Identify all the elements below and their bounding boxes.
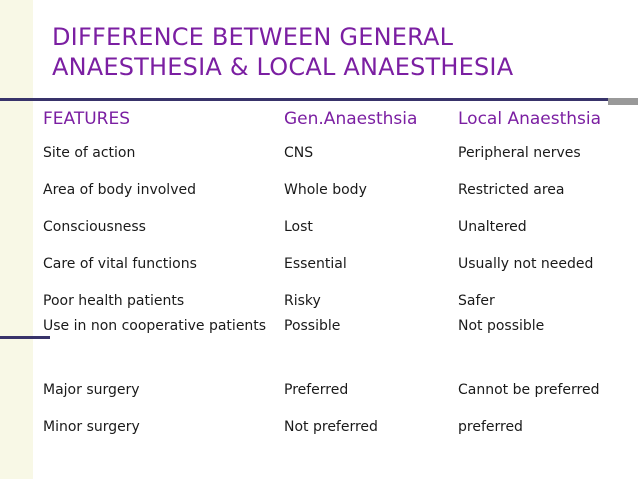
- general-cell: Not preferred: [284, 419, 378, 435]
- table-row: Major surgery Preferred Cannot be prefer…: [43, 371, 638, 408]
- comparison-table: FEATURES Gen.Anaesthsia Local Anaesthsia…: [43, 108, 638, 445]
- table-row: Care of vital functions Essential Usuall…: [43, 245, 638, 282]
- header-general-anaesthesia: Gen.Anaesthsia: [284, 109, 418, 129]
- local-cell: Restricted area: [458, 182, 565, 198]
- local-cell: Usually not needed: [458, 256, 594, 272]
- feature-cell: Site of action: [43, 145, 136, 161]
- title-line-2: ANAESTHESIA & LOCAL ANAESTHESIA: [52, 53, 514, 81]
- general-cell: Lost: [284, 219, 313, 235]
- general-cell: Preferred: [284, 382, 349, 398]
- general-cell: Risky: [284, 293, 321, 309]
- table-row: Area of body involved Whole body Restric…: [43, 171, 638, 208]
- feature-cell: Major surgery: [43, 382, 140, 398]
- header-local-anaesthesia: Local Anaesthsia: [458, 109, 602, 129]
- feature-cell: Poor health patients: [43, 293, 185, 309]
- table-row: Site of action CNS Peripheral nerves: [43, 134, 638, 171]
- local-cell: Cannot be preferred: [458, 382, 600, 398]
- general-cell: Possible: [284, 318, 341, 334]
- local-cell: preferred: [458, 419, 523, 435]
- local-cell: Unaltered: [458, 219, 527, 235]
- feature-cell: Area of body involved: [43, 182, 196, 198]
- table-row: Consciousness Lost Unaltered: [43, 208, 638, 245]
- feature-cell: Care of vital functions: [43, 256, 197, 272]
- slide-title: DIFFERENCE BETWEEN GENERAL ANAESTHESIA &…: [52, 22, 612, 82]
- general-cell: CNS: [284, 145, 314, 161]
- general-cell: Essential: [284, 256, 347, 272]
- table-row: Poor health patients Risky Safer: [43, 282, 638, 319]
- side-divider-line: [0, 336, 50, 339]
- local-cell: Safer: [458, 293, 495, 309]
- general-cell: Whole body: [284, 182, 367, 198]
- left-accent-strip: [0, 0, 33, 479]
- feature-cell: Minor surgery: [43, 419, 140, 435]
- header-features: FEATURES: [43, 109, 131, 129]
- feature-cell: Use in non cooperative patients: [43, 318, 267, 334]
- table-row: Use in non cooperative patients Possible…: [43, 318, 638, 371]
- table-row: Minor surgery Not preferred preferred: [43, 408, 638, 445]
- table-header-row: FEATURES Gen.Anaesthsia Local Anaesthsia: [43, 108, 638, 134]
- feature-cell: Consciousness: [43, 219, 146, 235]
- local-cell: Not possible: [458, 318, 545, 334]
- title-line-1: DIFFERENCE BETWEEN GENERAL: [52, 23, 454, 51]
- divider-end-block: [608, 98, 638, 105]
- local-cell: Peripheral nerves: [458, 145, 581, 161]
- title-divider-line: [0, 98, 638, 101]
